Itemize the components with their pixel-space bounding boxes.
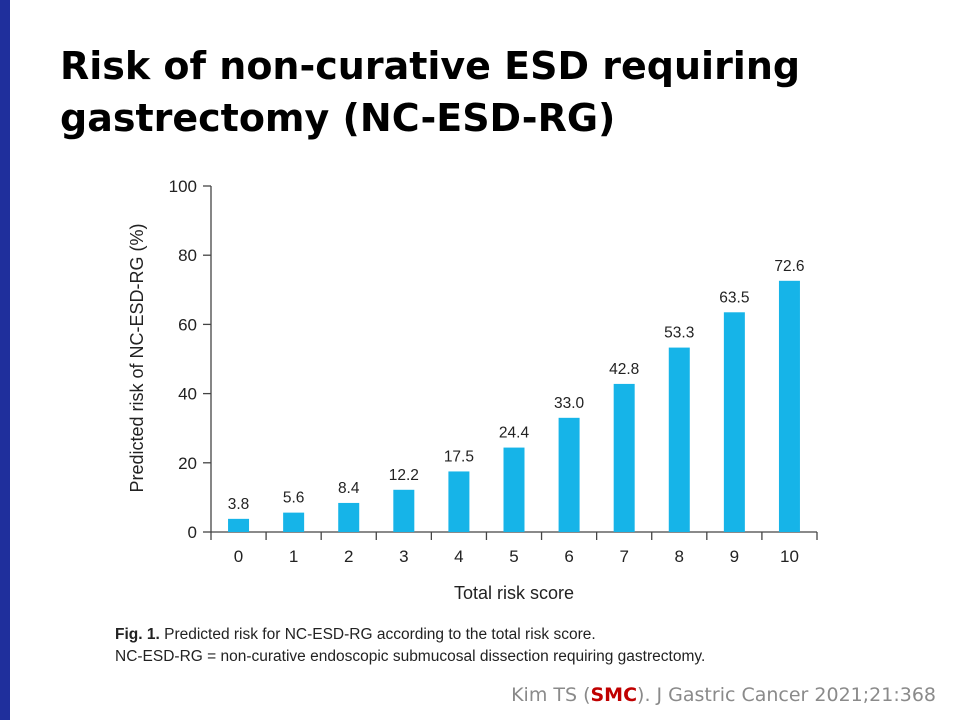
citation: Kim TS (SMC). J Gastric Cancer 2021;21:3… <box>511 684 936 706</box>
x-tick-label: 7 <box>619 547 628 566</box>
caption-line-1-text: Predicted risk for NC-ESD-RG according t… <box>159 626 596 643</box>
bar <box>503 447 525 532</box>
x-tick-label: 1 <box>289 547 298 566</box>
bar-value-label: 42.8 <box>609 361 639 378</box>
bar <box>613 383 635 532</box>
caption-line-1: Fig. 1. Predicted risk for NC-ESD-RG acc… <box>115 624 855 646</box>
y-tick-label: 100 <box>169 177 197 196</box>
bar-chart: 0 20 40 60 80 100 0 1 2 3 4 5 6 7 8 9 10 3.8 5.6 8.4 12.2 1… <box>127 177 818 603</box>
bar <box>448 471 470 532</box>
y-tick-label: 40 <box>178 385 197 404</box>
bar-value-label: 12.2 <box>389 467 419 484</box>
bar-value-label: 3.8 <box>228 496 250 513</box>
x-tick-label: 10 <box>780 547 799 566</box>
figure-caption: Fig. 1. Predicted risk for NC-ESD-RG acc… <box>115 624 855 668</box>
bar <box>283 512 305 532</box>
slide-title: Risk of non-curative ESD requiring gastr… <box>60 40 920 144</box>
citation-highlight: SMC <box>590 684 638 706</box>
x-axis: 0 1 2 3 4 5 6 7 8 9 10 <box>210 531 818 566</box>
bar-value-label: 5.6 <box>283 490 305 507</box>
y-axis: 0 20 40 60 80 100 <box>169 177 212 542</box>
bar <box>558 417 580 532</box>
y-tick-label: 60 <box>178 315 197 334</box>
citation-prefix: Kim TS ( <box>511 684 591 706</box>
value-labels: 3.8 5.6 8.4 12.2 17.5 24.4 33.0 42.8 53.3 63.5 72.… <box>228 258 805 513</box>
x-tick-label: 3 <box>399 547 408 566</box>
y-tick-label: 80 <box>178 246 197 265</box>
slide-accent-bar <box>0 0 10 720</box>
x-tick-label: 0 <box>234 547 243 566</box>
citation-suffix: ). J Gastric Cancer 2021;21:368 <box>637 684 936 706</box>
x-tick-label: 4 <box>454 547 463 566</box>
x-tick-label: 5 <box>509 547 518 566</box>
caption-fig-label: Fig. 1. <box>115 626 160 643</box>
bar-value-label: 53.3 <box>664 325 694 342</box>
bar-value-label: 17.5 <box>444 448 474 465</box>
y-tick-label: 0 <box>188 523 197 542</box>
bar <box>778 280 800 532</box>
bar <box>668 347 690 532</box>
x-axis-label: Total risk score <box>454 583 574 603</box>
slide-title-line-2: gastrectomy (NC-ESD-RG) <box>60 96 616 140</box>
y-tick-label: 20 <box>178 454 197 473</box>
bar <box>338 502 360 532</box>
bar-value-label: 72.6 <box>774 258 804 275</box>
bar-value-label: 33.0 <box>554 395 585 412</box>
bar-value-label: 24.4 <box>499 425 530 442</box>
x-tick-label: 9 <box>730 547 739 566</box>
x-tick-label: 6 <box>564 547 573 566</box>
bar <box>393 489 415 532</box>
x-tick-label: 2 <box>344 547 353 566</box>
bar <box>723 312 745 532</box>
slide-title-line-1: Risk of non-curative ESD requiring <box>60 44 801 88</box>
bar-value-label: 8.4 <box>338 480 360 497</box>
bar-series <box>228 280 800 532</box>
caption-line-2: NC-ESD-RG = non-curative endoscopic subm… <box>115 648 706 665</box>
bar-value-label: 63.5 <box>719 289 749 306</box>
bar <box>228 518 250 532</box>
y-axis-label: Predicted risk of NC-ESD-RG (%) <box>127 223 147 492</box>
x-tick-label: 8 <box>675 547 684 566</box>
